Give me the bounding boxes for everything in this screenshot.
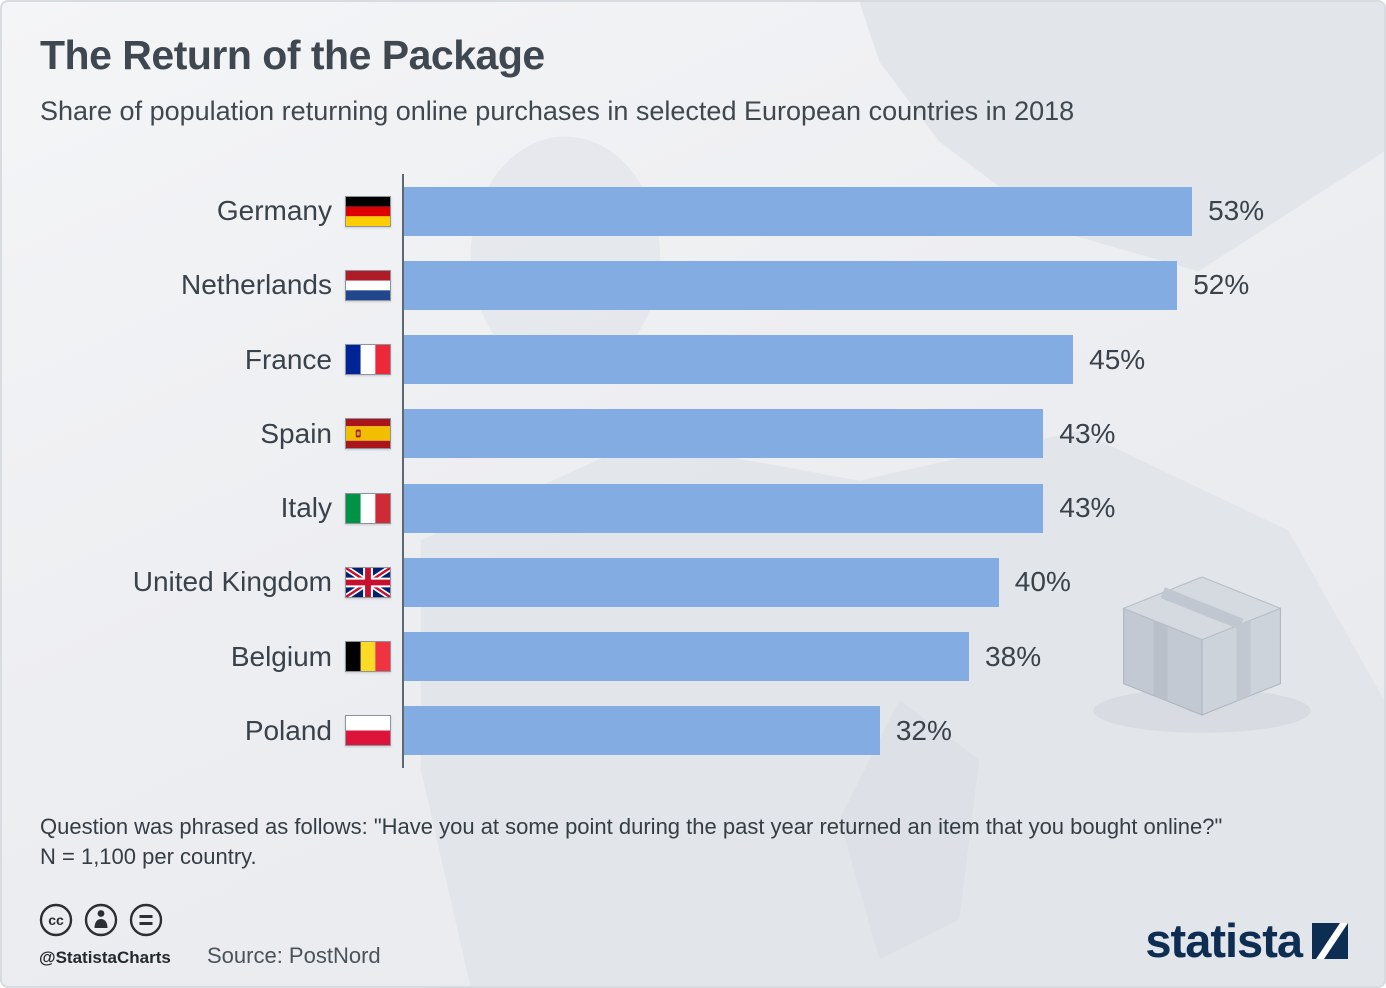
page-subtitle: Share of population returning online pur… — [40, 96, 1075, 126]
bar-cell: 43% — [404, 483, 1116, 533]
bar — [404, 409, 1044, 459]
row-label-cell: France — [2, 344, 402, 376]
row-label-cell: Belgium — [2, 641, 402, 673]
country-label: Poland — [244, 714, 332, 746]
cc-license-icon[interactable]: cc — [38, 902, 74, 938]
gb-flag-icon — [345, 566, 391, 598]
value-label: 45% — [1089, 343, 1146, 375]
it-flag-icon — [345, 492, 391, 524]
page-title: The Return of the Package — [40, 32, 545, 78]
de-flag-icon — [345, 195, 391, 227]
source-label: Source: PostNord — [207, 943, 381, 968]
bar-chart: Germany 53% Netherlands 52% France 45% Spain 43… — [2, 174, 1384, 768]
statista-brand[interactable]: statista — [1145, 913, 1348, 968]
country-label: Belgium — [230, 640, 332, 672]
row-label-cell: Germany — [2, 195, 402, 227]
chart-row: Netherlands 52% — [2, 248, 1384, 322]
bar-cell: 43% — [404, 409, 1116, 459]
bar-cell: 32% — [404, 706, 952, 756]
chart-row: Poland 32% — [2, 694, 1384, 768]
bar-cell: 40% — [404, 557, 1071, 607]
value-label: 52% — [1193, 269, 1250, 301]
nl-flag-icon — [345, 269, 391, 301]
bar — [404, 483, 1044, 533]
bar — [404, 186, 1193, 236]
license-badges[interactable]: cc — [38, 902, 164, 938]
value-label: 43% — [1059, 417, 1116, 449]
chart-row: Italy 43% — [2, 471, 1384, 545]
chart-row: France 45% — [2, 323, 1384, 397]
note-line-2: N = 1,100 per country. — [40, 844, 257, 869]
es-flag-icon — [345, 418, 391, 450]
value-label: 32% — [895, 714, 952, 746]
row-label-cell: Spain — [2, 418, 402, 450]
chart-row: Spain 43% — [2, 397, 1384, 471]
row-label-cell: United Kingdom — [2, 566, 402, 598]
row-label-cell: Italy — [2, 492, 402, 524]
chart-row: Belgium 38% — [2, 620, 1384, 694]
cc-attribution-icon[interactable] — [83, 902, 119, 938]
bar — [404, 260, 1178, 310]
chart-row: United Kingdom 40% — [2, 545, 1384, 619]
bar-cell: 38% — [404, 632, 1042, 682]
chart-row: Germany 53% — [2, 174, 1384, 248]
note-line-1: Question was phrased as follows: "Have y… — [40, 814, 1223, 839]
statista-logo-icon — [1312, 922, 1348, 959]
country-label: United Kingdom — [132, 566, 332, 598]
statista-charts-handle[interactable]: @StatistaCharts — [39, 948, 171, 967]
pl-flag-icon — [345, 715, 391, 747]
bar-cell: 45% — [404, 335, 1146, 385]
row-label-cell: Poland — [2, 715, 402, 747]
bar — [404, 706, 880, 756]
country-label: Germany — [216, 195, 332, 227]
country-label: Spain — [260, 417, 332, 449]
y-axis-line — [402, 174, 404, 768]
fr-flag-icon — [345, 344, 391, 376]
value-label: 43% — [1059, 492, 1116, 524]
bar — [404, 557, 999, 607]
package-box-icon — [1093, 576, 1311, 733]
bar-cell: 52% — [404, 260, 1250, 310]
bar — [404, 632, 970, 682]
svg-text:cc: cc — [48, 912, 64, 928]
methodology-note: Question was phrased as follows: "Have y… — [40, 812, 1222, 872]
country-label: Netherlands — [181, 269, 332, 301]
value-label: 40% — [1014, 566, 1071, 598]
row-label-cell: Netherlands — [2, 269, 402, 301]
statista-wordmark: statista — [1145, 914, 1303, 967]
chart-rows: Germany 53% Netherlands 52% France 45% Spain 43… — [2, 174, 1384, 768]
bar-cell: 53% — [404, 186, 1265, 236]
country-label: Italy — [280, 492, 332, 524]
cc-no-derivatives-icon[interactable] — [128, 902, 164, 938]
bar — [404, 335, 1074, 385]
value-label: 53% — [1208, 195, 1265, 227]
value-label: 38% — [985, 640, 1042, 672]
country-label: France — [244, 343, 332, 375]
be-flag-icon — [345, 641, 391, 673]
